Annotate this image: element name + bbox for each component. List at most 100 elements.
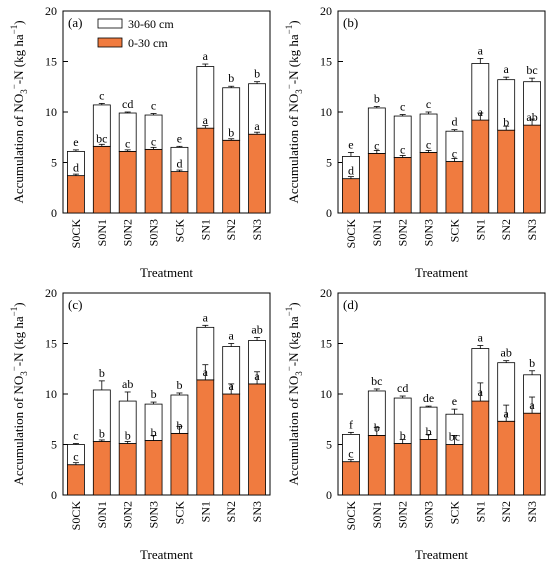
sig-letter-lower: b: [125, 428, 131, 442]
x-tick-label: S0N3: [147, 219, 161, 246]
sig-letter-lower: a: [478, 385, 484, 399]
bar-lower-S0N2: [393, 443, 412, 496]
y-axis-label-part: -N (kg ha: [11, 34, 26, 84]
y-tick-label: 10: [320, 105, 332, 119]
sig-letter-lower: b: [400, 428, 406, 442]
y-axis-label-part: Accumulation of NO: [11, 94, 26, 204]
sig-letter-lower: b: [426, 424, 432, 438]
sig-letter-upper: cd: [397, 381, 408, 395]
y-axis-label-part: Accumulation of NO: [286, 94, 301, 204]
bar-lower-SCK: [445, 161, 464, 214]
x-tick-label: SCK: [172, 219, 186, 243]
bar-lower-S0N1: [92, 441, 111, 496]
y-tick-label: 20: [45, 4, 57, 18]
x-tick-label: SN1: [198, 219, 212, 240]
sig-letter-lower: a: [203, 113, 209, 127]
sig-letter-lower: a: [504, 406, 510, 420]
x-tick-label: S0N1: [370, 219, 384, 246]
x-tick-label: SN2: [224, 501, 238, 522]
sig-letter-upper: c: [73, 428, 78, 442]
x-tick-label: SN3: [525, 501, 539, 522]
sig-letter-lower: a: [254, 369, 260, 383]
x-tick-label: SN1: [473, 219, 487, 240]
bar-lower-S0N1: [367, 153, 386, 214]
sig-letter-lower: a: [229, 379, 235, 393]
bar-lower-SN3: [523, 124, 541, 214]
y-tick-label: 20: [320, 4, 332, 18]
sig-letter-upper: c: [151, 99, 156, 113]
y-axis-label-part: -N (kg ha: [11, 316, 26, 366]
y-axis-label-part: −1: [9, 25, 19, 35]
y-tick-label: 5: [326, 156, 332, 170]
x-tick-label: SN3: [250, 501, 264, 522]
y-tick-label: 10: [45, 387, 57, 401]
y-axis-label-part: −: [9, 366, 19, 371]
x-tick-label: SCK: [172, 501, 186, 525]
x-tick-label: SN3: [525, 219, 539, 240]
x-tick-label: SN1: [198, 501, 212, 522]
panel-label: (c): [68, 297, 82, 312]
sig-letter-lower: c: [73, 450, 78, 464]
legend-label-lower: 0-30 cm: [128, 36, 168, 50]
y-axis-label: Accumulation of NO3−-N (kg ha−1): [9, 20, 29, 203]
y-axis-label-part: −1: [9, 307, 19, 317]
bar-lower-SN2: [222, 393, 241, 496]
y-tick-label: 5: [51, 438, 57, 452]
sig-letter-upper: a: [478, 331, 484, 345]
sig-letter-lower: d: [348, 164, 354, 178]
x-tick-label: S0CK: [69, 219, 83, 249]
x-axis-label: Treatment: [140, 265, 193, 280]
y-axis-label-part: Accumulation of NO: [286, 376, 301, 486]
y-axis-label: Accumulation of NO3−-N (kg ha−1): [284, 302, 304, 485]
bar-lower-S0N1: [367, 435, 386, 496]
y-axis-label-part: ): [286, 20, 301, 24]
sig-letter-upper: c: [99, 88, 104, 102]
x-tick-label: S0N2: [396, 501, 410, 528]
sig-letter-upper: ab: [122, 377, 133, 391]
y-axis-label-part: 3: [294, 89, 304, 94]
y-axis-label-part: ): [11, 20, 26, 24]
sig-letter-upper: cd: [122, 97, 133, 111]
y-tick-label: 15: [45, 337, 57, 351]
x-tick-label: SN3: [250, 219, 264, 240]
sig-letter-lower: c: [348, 447, 353, 461]
bar-lower-SCK: [170, 432, 189, 496]
sig-letter-upper: e: [452, 394, 457, 408]
x-tick-label: S0N2: [121, 219, 135, 246]
panel-label: (a): [68, 15, 82, 30]
sig-letter-lower: b: [151, 425, 157, 439]
legend-swatch-lower: [97, 37, 123, 48]
y-tick-label: 5: [326, 438, 332, 452]
sig-letter-lower: bc: [449, 430, 460, 444]
sig-letter-upper: ab: [501, 346, 512, 360]
sig-letter-upper: a: [203, 310, 209, 324]
legend: 30-60 cm 0-30 cm: [97, 17, 174, 50]
bar-lower-SN1: [196, 127, 215, 214]
y-tick-label: 15: [45, 55, 57, 69]
sig-letter-lower: c: [125, 136, 130, 150]
sig-letter-lower: b: [228, 125, 234, 139]
y-axis-label: Accumulation of NO3−-N (kg ha−1): [9, 302, 29, 485]
sig-letter-upper: e: [177, 131, 182, 145]
sig-letter-lower: c: [374, 138, 379, 152]
sig-letter-lower: c: [452, 146, 457, 160]
bar-lower-S0CK: [67, 464, 85, 496]
sig-letter-upper: b: [151, 387, 157, 401]
x-tick-label: SN1: [473, 501, 487, 522]
x-tick-label: SCK: [447, 219, 461, 243]
bar-lower-SN1: [471, 400, 490, 496]
bar-lower-SN1: [196, 379, 215, 496]
x-axis-label: Treatment: [415, 265, 468, 280]
x-tick-label: SN2: [499, 219, 513, 240]
sig-letter-upper: a: [504, 62, 510, 76]
y-axis-label-part: −: [284, 366, 294, 371]
y-tick-label: 0: [326, 488, 332, 502]
y-tick-label: 10: [45, 105, 57, 119]
sig-letter-lower: c: [151, 134, 156, 148]
sig-letter-upper: c: [426, 97, 431, 111]
bar-lower-SN2: [222, 139, 241, 214]
x-tick-label: S0N3: [422, 501, 436, 528]
sig-letter-upper: c: [400, 100, 405, 114]
y-axis-label-part: −: [284, 84, 294, 89]
sig-letter-lower: a: [203, 365, 209, 379]
